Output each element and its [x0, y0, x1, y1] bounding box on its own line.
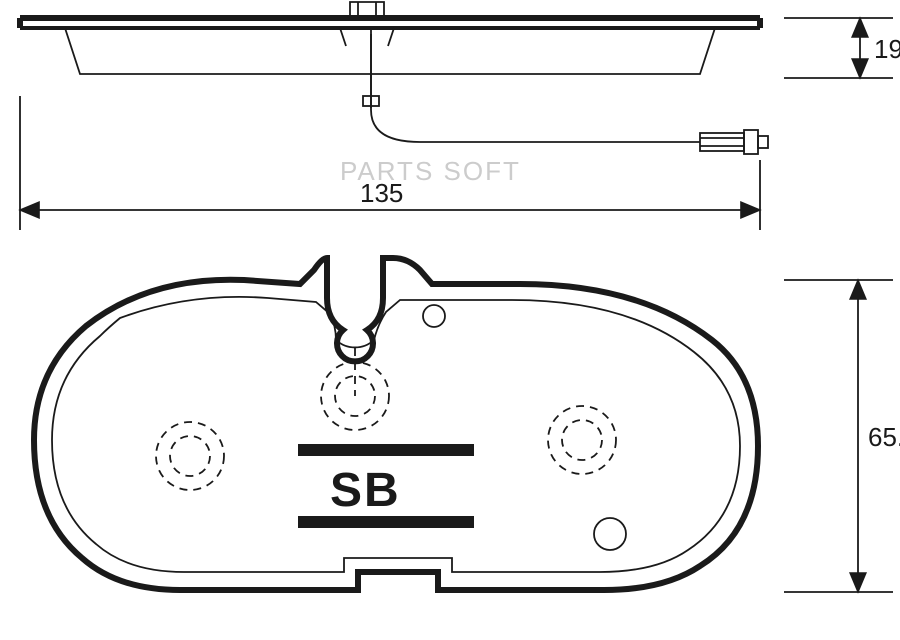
rivet-lower-right	[594, 518, 626, 550]
sb-logo-text: SB	[330, 464, 401, 517]
drawing-canvas: PARTS SOFT 19	[0, 0, 900, 640]
front-view	[34, 258, 758, 590]
wear-sensor-connector	[700, 130, 768, 154]
dimension-thickness-label: 19	[874, 34, 900, 64]
dimension-height-label: 65.7	[868, 422, 900, 452]
dimension-width-label: 135	[360, 178, 403, 208]
top-view	[20, 2, 768, 154]
rivet-upper-right	[423, 305, 445, 327]
